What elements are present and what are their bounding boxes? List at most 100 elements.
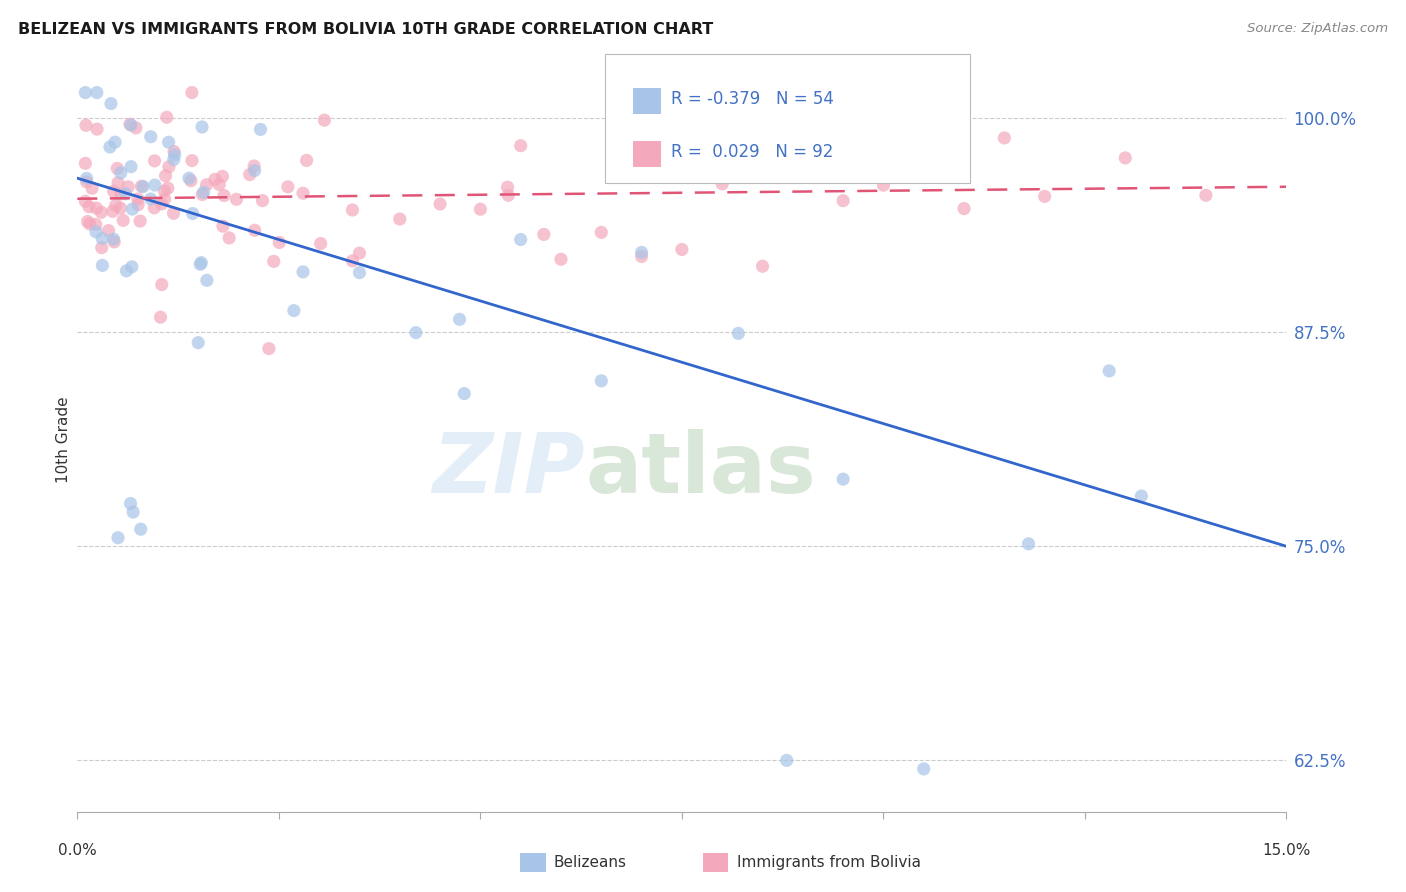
Point (208, 178, 231, 192)
Point (212, 188, 235, 202)
Point (630, 245, 652, 260)
Point (1018, 537, 1040, 551)
Point (110, 186, 132, 201)
Point (97, 223, 120, 237)
Point (832, 472, 855, 486)
Point (498, 188, 520, 202)
Point (190, 255, 212, 269)
Point (120, 118, 142, 132)
Point (91, 259, 114, 273)
Y-axis label: 10th Grade: 10th Grade (56, 396, 70, 483)
Point (163, 153, 186, 167)
Point (1195, 188, 1218, 202)
Point (269, 235, 291, 250)
Point (191, 187, 214, 202)
Text: Source: ZipAtlas.com: Source: ZipAtlas.com (1247, 22, 1388, 36)
Point (249, 122, 271, 136)
Text: Immigrants from Bolivia: Immigrants from Bolivia (737, 855, 921, 870)
Point (76, 171, 98, 186)
Point (80, 181, 103, 195)
Point (496, 180, 519, 194)
Point (591, 225, 613, 239)
Point (388, 212, 411, 227)
Point (912, 166, 935, 180)
Text: 0.0%: 0.0% (58, 843, 97, 857)
Point (112, 213, 135, 227)
Point (349, 266, 371, 280)
Text: 15.0%: 15.0% (1263, 843, 1310, 857)
Point (453, 386, 475, 401)
Text: R =  0.029   N = 92: R = 0.029 N = 92 (671, 144, 832, 161)
Point (115, 264, 138, 278)
Point (591, 374, 613, 388)
Point (139, 129, 162, 144)
Point (263, 254, 285, 268)
Point (149, 310, 172, 325)
Point (792, 146, 814, 161)
Point (211, 169, 233, 184)
Point (187, 335, 209, 350)
Point (75, 194, 97, 209)
Point (509, 233, 531, 247)
Point (110, 201, 132, 215)
Point (181, 153, 204, 168)
Point (121, 202, 143, 216)
Point (118, 117, 141, 131)
Point (98, 140, 121, 154)
Point (77, 200, 100, 214)
Point (153, 184, 176, 198)
Point (125, 120, 148, 135)
Point (193, 186, 215, 200)
Point (509, 138, 531, 153)
Point (117, 179, 139, 194)
Point (727, 326, 749, 341)
Point (86, 201, 108, 215)
Point (711, 177, 734, 191)
Point (243, 159, 266, 173)
Point (257, 342, 280, 356)
Point (104, 198, 127, 212)
Point (121, 260, 143, 274)
Point (103, 184, 125, 198)
Text: ZIP: ZIP (433, 428, 585, 509)
Point (84, 218, 107, 232)
Point (103, 235, 125, 249)
Point (90, 205, 112, 219)
Point (101, 204, 124, 219)
Point (953, 202, 976, 216)
Point (751, 259, 773, 273)
Point (143, 153, 166, 168)
Point (195, 178, 218, 192)
Point (114, 186, 136, 201)
Point (162, 206, 184, 220)
Point (84, 225, 107, 239)
Point (180, 174, 202, 188)
Point (129, 214, 152, 228)
Point (156, 110, 179, 124)
Point (181, 206, 204, 220)
Point (139, 192, 162, 206)
Point (188, 257, 211, 271)
Point (292, 186, 315, 201)
Text: BELIZEAN VS IMMIGRANTS FROM BOLIVIA 10TH GRADE CORRELATION CHART: BELIZEAN VS IMMIGRANTS FROM BOLIVIA 10TH… (18, 22, 713, 37)
Point (470, 202, 492, 217)
Point (76, 175, 98, 189)
Point (157, 160, 180, 174)
Point (872, 178, 894, 193)
Point (156, 181, 179, 195)
Point (295, 153, 318, 168)
Point (143, 178, 166, 192)
Point (218, 231, 240, 245)
Point (86, 122, 108, 136)
Point (533, 227, 555, 242)
Point (252, 194, 274, 208)
Point (993, 131, 1015, 145)
Point (309, 236, 332, 251)
Point (127, 197, 149, 211)
Point (349, 246, 371, 260)
Point (180, 86, 202, 100)
Point (163, 148, 186, 162)
Point (122, 505, 145, 519)
Point (107, 531, 129, 545)
Point (110, 166, 132, 180)
